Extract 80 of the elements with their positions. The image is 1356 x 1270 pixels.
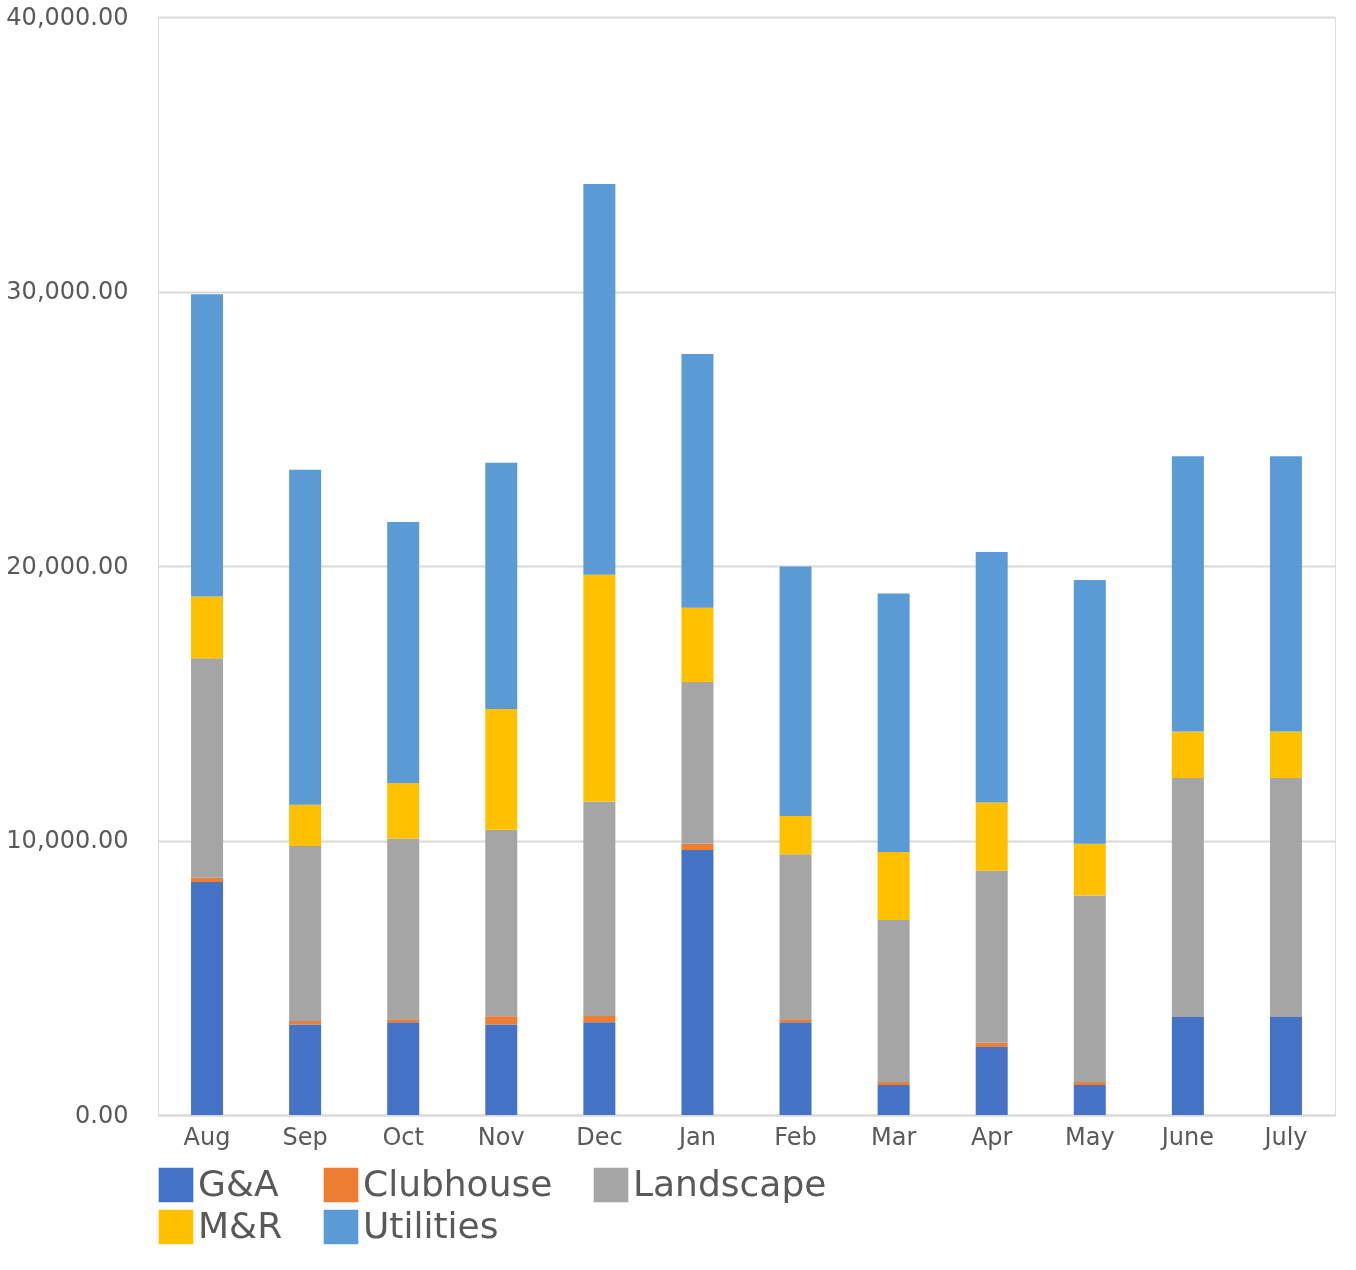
bar: [583, 183, 616, 575]
bar: [1171, 1017, 1204, 1115]
bar: [583, 801, 616, 1016]
bar: [975, 1046, 1008, 1115]
bar: [289, 804, 322, 846]
bar: [877, 593, 910, 853]
bar: [975, 1042, 1008, 1047]
bar: [1171, 456, 1204, 732]
x-tick-label: Dec: [576, 1122, 623, 1151]
legend-label: Clubhouse: [363, 1163, 553, 1204]
bar: [975, 802, 1008, 871]
x-tick-label: Mar: [870, 1122, 917, 1151]
bar: [877, 1082, 910, 1086]
bar: [779, 1022, 812, 1115]
bar: [191, 877, 224, 882]
y-tick-label: 30,000.00: [6, 277, 129, 305]
bar: [1269, 777, 1302, 1017]
y-tick-label: 40,000.00: [6, 2, 129, 31]
bar: [779, 816, 812, 855]
x-tick-label: Oct: [382, 1122, 424, 1151]
bar: [387, 1019, 420, 1023]
bar: [485, 829, 518, 1017]
bar: [191, 658, 224, 878]
y-tick-label: 10,000.00: [6, 826, 129, 854]
bar: [975, 552, 1008, 803]
bar: [779, 1019, 812, 1023]
bar: [1171, 731, 1204, 778]
bar: [681, 843, 714, 851]
bar: [877, 852, 910, 921]
bar: [289, 1021, 322, 1025]
bar: [681, 354, 714, 608]
bar: [1073, 580, 1106, 844]
x-tick-label: Apr: [970, 1122, 1013, 1151]
bar: [191, 881, 224, 1115]
bar: [1073, 1082, 1106, 1086]
bar: [1269, 1017, 1302, 1115]
x-tick-label: Sep: [282, 1122, 328, 1151]
bar: [289, 845, 322, 1022]
legend-label: Utilities: [363, 1205, 499, 1246]
bar: [583, 1015, 616, 1023]
bar: [387, 522, 420, 784]
bar: [1269, 731, 1302, 778]
legend-label: M&R: [198, 1205, 283, 1246]
bar: [387, 783, 420, 839]
bar: [1269, 456, 1302, 732]
legend-label: G&A: [198, 1163, 279, 1204]
bar: [485, 1016, 518, 1025]
bar: [583, 1022, 616, 1115]
x-tick-label: May: [1064, 1122, 1115, 1151]
x-tick-label: Jan: [676, 1122, 716, 1151]
bar: [191, 596, 224, 659]
bar: [387, 838, 420, 1020]
x-tick-label: July: [1262, 1122, 1308, 1151]
bar: [681, 682, 714, 844]
y-tick-label: 20,000.00: [6, 551, 129, 580]
bar: [779, 854, 812, 1020]
bar: [1171, 777, 1204, 1017]
bar: [681, 607, 714, 683]
bar: [485, 1024, 518, 1115]
bar: [485, 709, 518, 830]
bar: [289, 1024, 322, 1115]
bar: [1073, 843, 1106, 896]
x-tick-label: Feb: [774, 1122, 817, 1151]
legend-label: Landscape: [633, 1163, 827, 1204]
bar: [387, 1022, 420, 1115]
x-tick-label: Aug: [183, 1122, 231, 1151]
bar: [779, 566, 812, 817]
bar: [975, 870, 1008, 1043]
x-tick-label: Nov: [477, 1122, 525, 1151]
bar: [485, 462, 518, 710]
y-tick-label: 0.00: [75, 1100, 129, 1129]
bar: [877, 1085, 910, 1115]
bar: [681, 850, 714, 1115]
x-tick-label: June: [1159, 1122, 1215, 1151]
bar: [1073, 895, 1106, 1083]
bar: [877, 920, 910, 1083]
bar: [191, 294, 224, 597]
bar: [583, 574, 616, 802]
bar: [1073, 1085, 1106, 1115]
bar: [289, 469, 322, 805]
